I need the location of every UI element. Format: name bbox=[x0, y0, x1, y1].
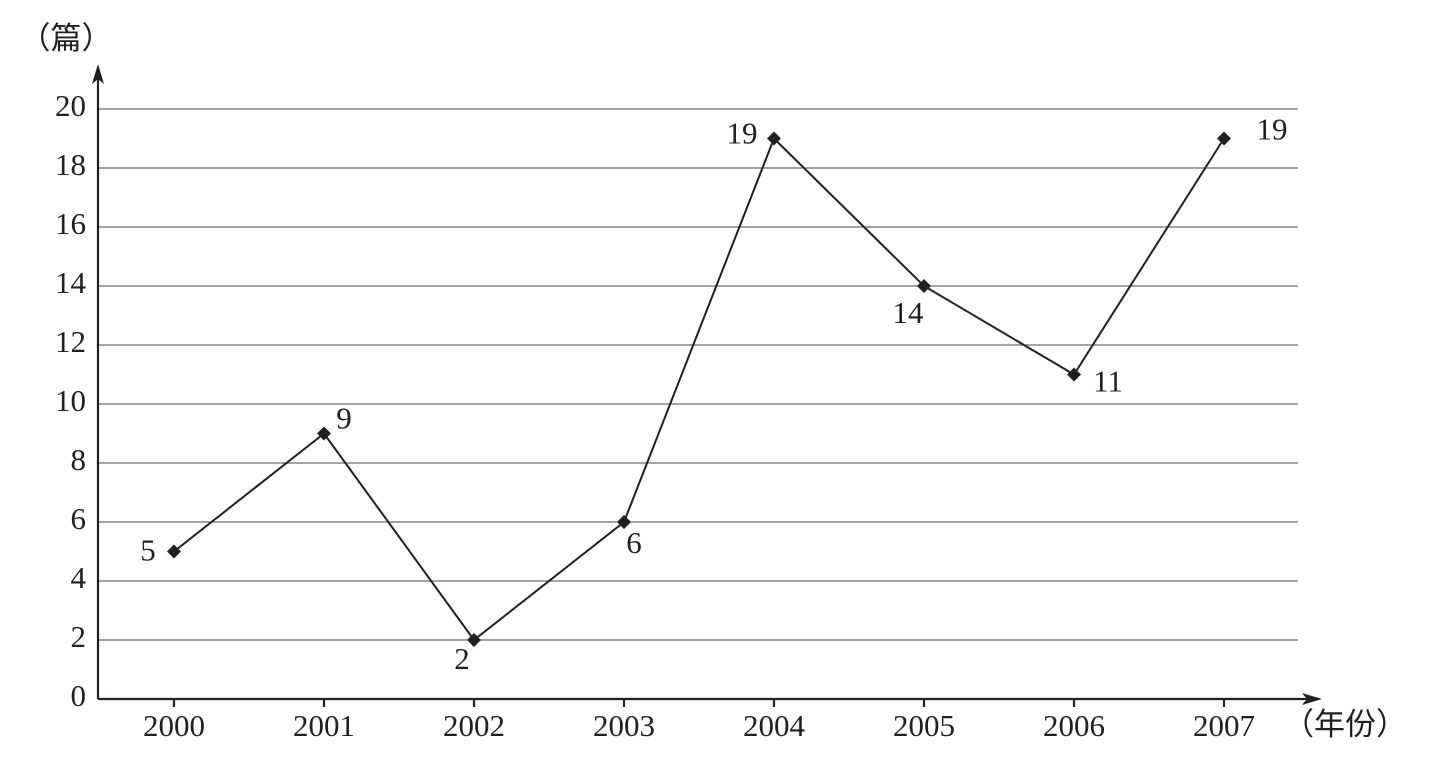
y-tick-label: 18 bbox=[55, 147, 86, 182]
y-tick-label: 14 bbox=[55, 265, 87, 300]
data-line bbox=[173, 136, 1225, 642]
marker bbox=[467, 633, 481, 647]
x-axis-arrow bbox=[1302, 693, 1322, 705]
y-tick-label: 4 bbox=[71, 560, 87, 595]
x-tick-label: 2006 bbox=[1043, 708, 1105, 743]
data-label: 2 bbox=[454, 641, 470, 676]
y-tick-label: 20 bbox=[55, 88, 86, 123]
x-tick-label: 2000 bbox=[143, 708, 205, 743]
data-label: 9 bbox=[336, 401, 352, 436]
y-tick-label: 8 bbox=[71, 442, 87, 477]
y-tick-label: 12 bbox=[55, 324, 86, 359]
marker bbox=[617, 515, 631, 529]
x-tick-label: 2003 bbox=[593, 708, 655, 743]
x-tick-label: 2001 bbox=[293, 708, 355, 743]
data-label: 19 bbox=[727, 116, 758, 151]
x-tick-label: 2007 bbox=[1193, 708, 1255, 743]
y-tick-label: 16 bbox=[55, 206, 86, 241]
x-tick-label: 2004 bbox=[743, 708, 806, 743]
y-axis-label: （篇） bbox=[20, 21, 113, 56]
marker bbox=[317, 426, 331, 441]
x-axis-label: （年份） bbox=[1283, 707, 1407, 742]
marker bbox=[1067, 367, 1081, 382]
y-tick-label: 0 bbox=[71, 678, 87, 713]
data-label: 5 bbox=[140, 533, 156, 568]
y-tick-label: 2 bbox=[71, 619, 87, 654]
y-tick-label: 6 bbox=[71, 501, 87, 536]
y-tick-label: 10 bbox=[55, 383, 86, 418]
marker bbox=[767, 131, 781, 146]
x-tick-label: 2005 bbox=[893, 708, 955, 743]
y-axis-arrow bbox=[92, 64, 104, 84]
marker bbox=[167, 544, 181, 559]
marker bbox=[917, 279, 931, 293]
data-label: 6 bbox=[626, 525, 642, 560]
marker bbox=[1217, 131, 1231, 146]
data-label: 14 bbox=[893, 295, 925, 330]
data-label: 19 bbox=[1257, 112, 1288, 147]
x-tick-label: 2002 bbox=[443, 708, 505, 743]
data-label: 11 bbox=[1093, 364, 1123, 399]
